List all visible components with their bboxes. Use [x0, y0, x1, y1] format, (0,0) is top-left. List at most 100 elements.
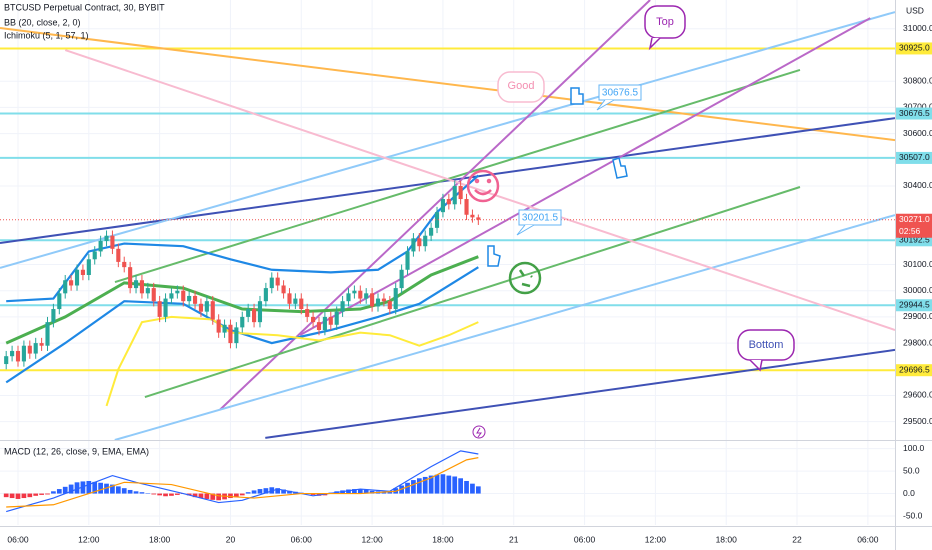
y-tick-label: 31000.0 — [903, 23, 932, 33]
macd-bar — [204, 493, 210, 499]
macd-bar — [422, 476, 428, 494]
x-tick-label: 12:00 — [361, 534, 383, 544]
candle-body — [122, 261, 127, 268]
macd-bar — [257, 489, 263, 494]
level-label: 30925.0 — [899, 43, 930, 53]
y-tick-label: 30700.0 — [903, 102, 932, 112]
candle-body — [234, 327, 239, 344]
candle-body — [240, 316, 245, 328]
macd-bar — [80, 481, 86, 494]
level-label-box — [896, 364, 932, 377]
callout-text: 30201.5 — [522, 213, 559, 224]
currency-label: USD — [906, 5, 924, 15]
x-tick-label: 06:00 — [574, 534, 596, 544]
indicator-label: BB (20, close, 2, 0) — [4, 17, 81, 27]
candle-body — [399, 269, 404, 289]
candle-body — [322, 316, 327, 330]
macd-bar — [3, 493, 9, 498]
macd-title: MACD (12, 26, close, 9, EMA, EMA) — [4, 446, 149, 456]
macd-bar — [234, 493, 239, 498]
trendline — [114, 214, 895, 440]
macd-bar — [245, 492, 251, 494]
macd-bar — [56, 489, 62, 494]
candle-body — [128, 267, 133, 289]
macd-bar — [192, 493, 198, 498]
trendline — [64, 49, 895, 331]
clock-icon — [508, 261, 542, 295]
macd-bar — [198, 493, 204, 499]
candle-body — [440, 199, 445, 213]
macd-bar — [357, 489, 363, 494]
y-tick-label: 30400.0 — [903, 180, 932, 190]
trendline — [219, 0, 651, 411]
candle-body — [192, 295, 198, 304]
candle-body — [74, 269, 80, 286]
macd-bar — [363, 489, 369, 494]
macd-bar — [263, 488, 269, 494]
macd-bar — [428, 475, 434, 494]
macd-bar — [174, 493, 180, 495]
candle-body — [198, 303, 204, 312]
candle-body — [98, 240, 103, 252]
candle-body — [252, 309, 257, 323]
candle-body — [10, 350, 15, 357]
level-label: 30192.5 — [899, 235, 930, 245]
trendline — [265, 348, 895, 439]
macd-bar — [15, 493, 21, 499]
macd-bar — [228, 493, 233, 499]
macd-bar — [169, 493, 174, 496]
indicator-line — [105, 315, 479, 407]
candle-body — [86, 259, 91, 275]
candle-body — [204, 301, 209, 312]
candle-body — [222, 324, 227, 333]
macd-bar — [163, 493, 168, 497]
macd-bar — [86, 480, 92, 494]
candle-body — [139, 280, 145, 294]
candle-body — [299, 298, 304, 310]
trendline — [0, 11, 895, 269]
x-tick-label: 12:00 — [78, 534, 100, 544]
x-tick-label: 18:00 — [149, 534, 171, 544]
y-tick-label: -50.0 — [903, 510, 923, 520]
macd-bar — [27, 493, 33, 498]
y-tick-label: 29600.0 — [903, 390, 932, 400]
price-pane — [0, 0, 895, 440]
macd-bar — [115, 486, 121, 494]
note-bubble — [644, 5, 686, 39]
candle-body — [417, 238, 422, 247]
candle-body — [145, 288, 150, 294]
indicator-line — [5, 266, 479, 384]
macd-line — [6, 450, 479, 513]
y-tick-label: 50.0 — [903, 465, 920, 475]
level-label: 30676.5 — [899, 108, 930, 118]
x-tick-label: 06:00 — [857, 534, 879, 544]
indicator-label: Ichimoku (5, 1, 57, 1) — [4, 30, 89, 40]
candle-body — [246, 309, 251, 317]
macd-bar — [310, 493, 316, 495]
macd-bar — [346, 489, 351, 494]
candle-body — [257, 301, 263, 323]
macd-bar — [39, 493, 44, 495]
macd-bar — [210, 493, 216, 500]
candle-body — [281, 285, 286, 294]
candle-body — [346, 293, 351, 302]
candle-body — [33, 343, 38, 354]
note-tail — [749, 359, 763, 372]
candle-body — [169, 293, 174, 299]
macd-bar — [92, 481, 98, 494]
trendline — [299, 17, 871, 336]
macd-bar — [127, 489, 133, 494]
candle-body — [375, 298, 381, 307]
macd-bar — [74, 482, 80, 494]
candle-body — [263, 288, 268, 302]
candle-body — [311, 316, 316, 323]
chart-title: BTCUSD Perpetual Contract, 30, BYBIT — [4, 2, 165, 12]
last-price-label: 30271.0 — [899, 214, 930, 224]
candle-body — [175, 290, 180, 294]
y-tick-label: 30000.0 — [903, 285, 932, 295]
callout-box — [598, 84, 642, 101]
macd-bar — [104, 483, 109, 494]
macd-line — [6, 457, 479, 508]
candle-body — [458, 185, 463, 200]
